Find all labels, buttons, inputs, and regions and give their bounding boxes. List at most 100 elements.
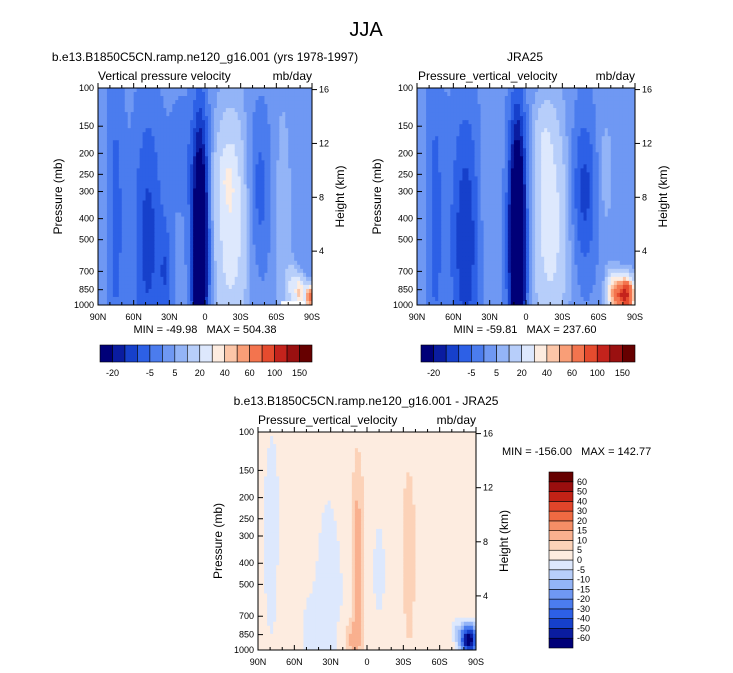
heatmap-cell [210, 128, 215, 133]
heatmap-cell [607, 136, 612, 141]
heatmap-cell [294, 172, 298, 178]
heatmap-cell [213, 192, 218, 198]
heatmap-cell [109, 92, 114, 97]
heatmap-cell [216, 288, 221, 294]
heatmap-cell [142, 256, 147, 262]
heatmap-cell [303, 192, 307, 198]
heatmap-cell [181, 156, 185, 161]
heatmap-cell [306, 228, 310, 234]
heatmap-cell [526, 112, 530, 117]
heatmap-cell [136, 140, 141, 145]
heatmap-cell [604, 92, 609, 97]
heatmap-cell [151, 96, 156, 101]
heatmap-cell [237, 132, 242, 137]
heatmap-cell [213, 264, 218, 270]
heatmap-cell [106, 240, 111, 246]
heatmap-cell [115, 172, 120, 178]
heatmap-cell [109, 164, 114, 169]
heatmap-cell [210, 96, 215, 101]
heatmap-cell [300, 200, 304, 206]
heatmap-cell [258, 280, 263, 286]
heatmap-cell [157, 204, 162, 210]
heatmap-cell [420, 112, 424, 117]
heatmap-cell [207, 120, 212, 125]
heatmap-cell [196, 224, 200, 230]
heatmap-cell [151, 124, 156, 129]
heatmap-cell [297, 116, 301, 121]
heatmap-cell [222, 188, 227, 194]
heatmap-cell [160, 156, 164, 161]
heatmap-cell [291, 92, 295, 97]
heatmap-cell [234, 144, 239, 149]
heatmap-cell [273, 152, 277, 157]
heatmap-cell [276, 260, 280, 266]
heatmap-cell [501, 128, 506, 133]
heatmap-cell [202, 284, 206, 290]
heatmap-cell [169, 132, 173, 137]
heatmap-cell [210, 92, 215, 97]
heatmap-cell [166, 104, 170, 109]
heatmap-cell [219, 204, 224, 210]
heatmap-cell [556, 104, 560, 109]
heatmap-cell [169, 172, 173, 178]
heatmap-cell [423, 124, 427, 129]
heatmap-cell [181, 96, 185, 101]
heatmap-cell [550, 104, 554, 109]
heatmap-cell [202, 248, 206, 254]
heatmap-cell [98, 104, 102, 109]
heatmap-cell [237, 280, 242, 286]
heatmap-cell [112, 244, 117, 250]
heatmap-cell [187, 116, 191, 121]
heatmap-cell [157, 120, 162, 125]
heatmap-cell [288, 212, 292, 218]
heatmap-cell [544, 136, 548, 141]
heatmap-cell [249, 136, 254, 141]
heatmap-cell [577, 124, 582, 129]
heatmap-cell [288, 264, 292, 270]
heatmap-cell [276, 284, 280, 290]
heatmap-cell [589, 112, 594, 117]
heatmap-cell [255, 232, 260, 238]
heatmap-cell [115, 180, 120, 186]
heatmap-cell [571, 96, 576, 101]
heatmap-cell [420, 116, 424, 121]
heatmap-cell [124, 108, 129, 113]
heatmap-cell [468, 132, 473, 137]
heatmap-cell [303, 96, 307, 101]
heatmap-cell [261, 212, 266, 218]
heatmap-cell [222, 196, 227, 202]
heatmap-cell [145, 300, 150, 305]
heatmap-cell [100, 208, 105, 214]
heatmap-cell [309, 292, 312, 298]
heatmap-cell [175, 280, 179, 286]
heatmap-cell [252, 208, 257, 214]
heatmap-cell [420, 100, 424, 105]
heatmap-cell [202, 200, 206, 206]
heatmap-cell [309, 200, 312, 206]
heatmap-cell [246, 264, 251, 270]
heatmap-cell [213, 252, 218, 258]
heatmap-cell [477, 116, 482, 121]
heatmap-cell [124, 112, 129, 117]
heatmap-cell [237, 108, 242, 113]
heatmap-cell [574, 116, 579, 121]
heatmap-cell [98, 252, 102, 258]
heatmap-cell [541, 132, 545, 137]
heatmap-cell [504, 96, 509, 101]
heatmap-cell [169, 244, 173, 250]
heatmap-cell [456, 108, 460, 113]
heatmap-cell [193, 180, 197, 186]
heatmap-cell [109, 236, 114, 242]
heatmap-cell [285, 100, 289, 105]
heatmap-cell [148, 112, 153, 117]
heatmap-cell [154, 128, 159, 133]
heatmap-cell [504, 104, 509, 109]
heatmap-cell [163, 164, 167, 169]
heatmap-cell [169, 224, 173, 230]
heatmap-cell [98, 132, 102, 137]
heatmap-cell [444, 140, 448, 145]
heatmap-cell [568, 112, 573, 117]
heatmap-cell [231, 168, 236, 173]
heatmap-cell [225, 132, 230, 137]
heatmap-cell [193, 92, 197, 97]
